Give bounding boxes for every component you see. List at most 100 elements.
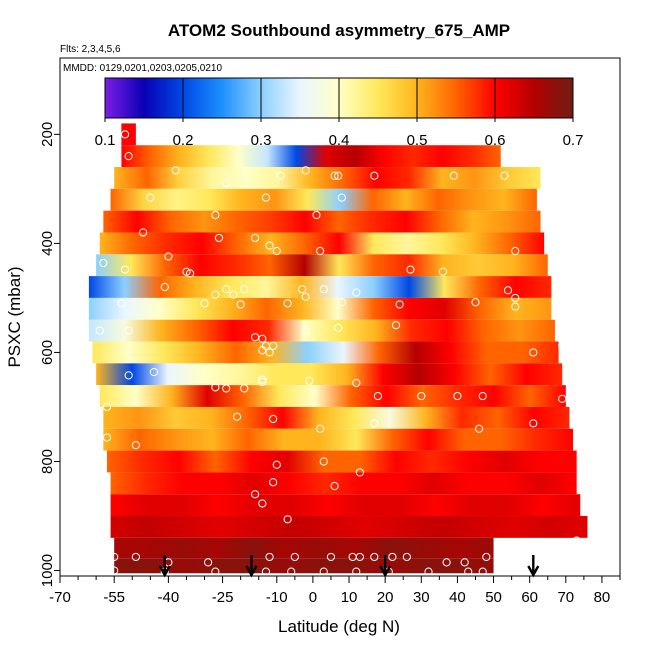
sample-point (482, 552, 491, 562)
sample-point (160, 282, 169, 292)
sample-point (334, 323, 343, 333)
heatmap-band (96, 363, 563, 386)
sample-point (355, 468, 364, 477)
sample-point (258, 499, 267, 508)
sample-point (131, 552, 140, 562)
sample-point (511, 302, 520, 311)
x-tick-label: -40 (158, 589, 180, 606)
sample-point (261, 193, 271, 202)
heatmap-band (121, 145, 501, 168)
sample-point (319, 285, 328, 294)
heatmap-band (96, 254, 548, 277)
sample-point (211, 383, 220, 392)
sample-point (301, 166, 310, 175)
sample-point (236, 300, 245, 309)
sample-point (312, 210, 321, 220)
x-tick-label: 80 (594, 589, 611, 606)
sample-points (95, 130, 581, 576)
sample-point (391, 321, 401, 330)
y-axis-label: PSXC (mbar) (5, 266, 24, 367)
sample-point (290, 552, 299, 562)
sample-point (258, 346, 267, 355)
x-tick-label: -25 (212, 589, 234, 606)
sample-point (276, 171, 285, 180)
sample-point (211, 290, 220, 299)
flight-arrow (527, 555, 540, 578)
x-tick-label: 50 (485, 589, 502, 606)
sample-point (164, 252, 173, 261)
sample-point (558, 341, 567, 350)
plot-area (88, 123, 588, 574)
sample-point (572, 536, 581, 545)
sample-point (265, 241, 274, 250)
sample-point (211, 210, 220, 220)
sample-point (146, 193, 155, 202)
sample-point (355, 552, 364, 562)
colorbar: 0.1 0.2 0.3 0.4 0.5 0.6 0.7 (95, 77, 583, 149)
sample-point (95, 326, 104, 335)
sample-point (283, 515, 292, 524)
sample-point (120, 130, 130, 139)
y-tick-label: 400 (39, 231, 56, 256)
heatmap-band (114, 167, 541, 189)
y-tick-label: 200 (39, 122, 56, 147)
sample-point (269, 414, 278, 424)
heatmap-band (110, 472, 577, 495)
sample-point (424, 567, 433, 576)
flights-note: Flts: 2,3,4,5,6 (60, 44, 121, 55)
sample-point (229, 290, 238, 299)
x-tick-label: 70 (557, 589, 574, 606)
sample-point (124, 371, 133, 380)
sample-point (305, 376, 314, 385)
sample-point (503, 286, 513, 295)
heatmap-band (99, 232, 545, 255)
flight-arrows (158, 555, 540, 578)
heatmap-band (88, 276, 552, 298)
sample-point (185, 269, 195, 278)
sample-point (352, 567, 361, 576)
sample-point (265, 552, 274, 562)
plot-frame (59, 57, 621, 577)
sample-point (102, 433, 112, 442)
heatmap-band (110, 188, 537, 211)
flight-arrow (158, 555, 171, 578)
sample-point (330, 481, 339, 491)
heatmap-band (103, 210, 541, 233)
sample-point (471, 298, 480, 307)
sample-point (117, 299, 126, 308)
heatmap-band (103, 428, 574, 451)
sample-point (388, 552, 397, 562)
sample-point (453, 391, 462, 401)
heatmap-band (110, 516, 588, 538)
sample-point (272, 246, 281, 256)
sample-point (319, 567, 328, 576)
sample-point (297, 285, 307, 294)
heatmap-band (88, 297, 552, 320)
y-tick-label: 600 (39, 340, 56, 365)
sample-point (373, 391, 383, 401)
sample-point (406, 265, 415, 274)
sample-point (326, 552, 336, 562)
sample-point (211, 567, 220, 576)
x-tick-label: 30 (413, 589, 430, 606)
colorbar-tick-label: 0.4 (329, 132, 350, 149)
dates-note: MMDD: 0129,0201,0203,0205,0210 (63, 63, 222, 74)
x-tick-label: -10 (266, 589, 288, 606)
sample-point (319, 457, 328, 466)
sample-point (558, 394, 567, 403)
x-tick-label: 20 (377, 589, 394, 606)
heatmap-band (110, 494, 581, 517)
y-axis: 200 400 600 800 1000 (39, 122, 60, 587)
sample-point (529, 419, 538, 428)
x-tick-label: 10 (341, 589, 358, 606)
sample-point (316, 424, 325, 433)
flight-arrow (245, 555, 258, 578)
sample-point (464, 567, 473, 576)
sample-point (287, 567, 296, 576)
sample-point (272, 460, 281, 469)
sample-point (99, 258, 108, 268)
sample-point (200, 299, 209, 308)
colorbar-tick-label: 0.6 (485, 132, 506, 149)
sample-point (511, 293, 520, 303)
sample-point (250, 490, 260, 499)
